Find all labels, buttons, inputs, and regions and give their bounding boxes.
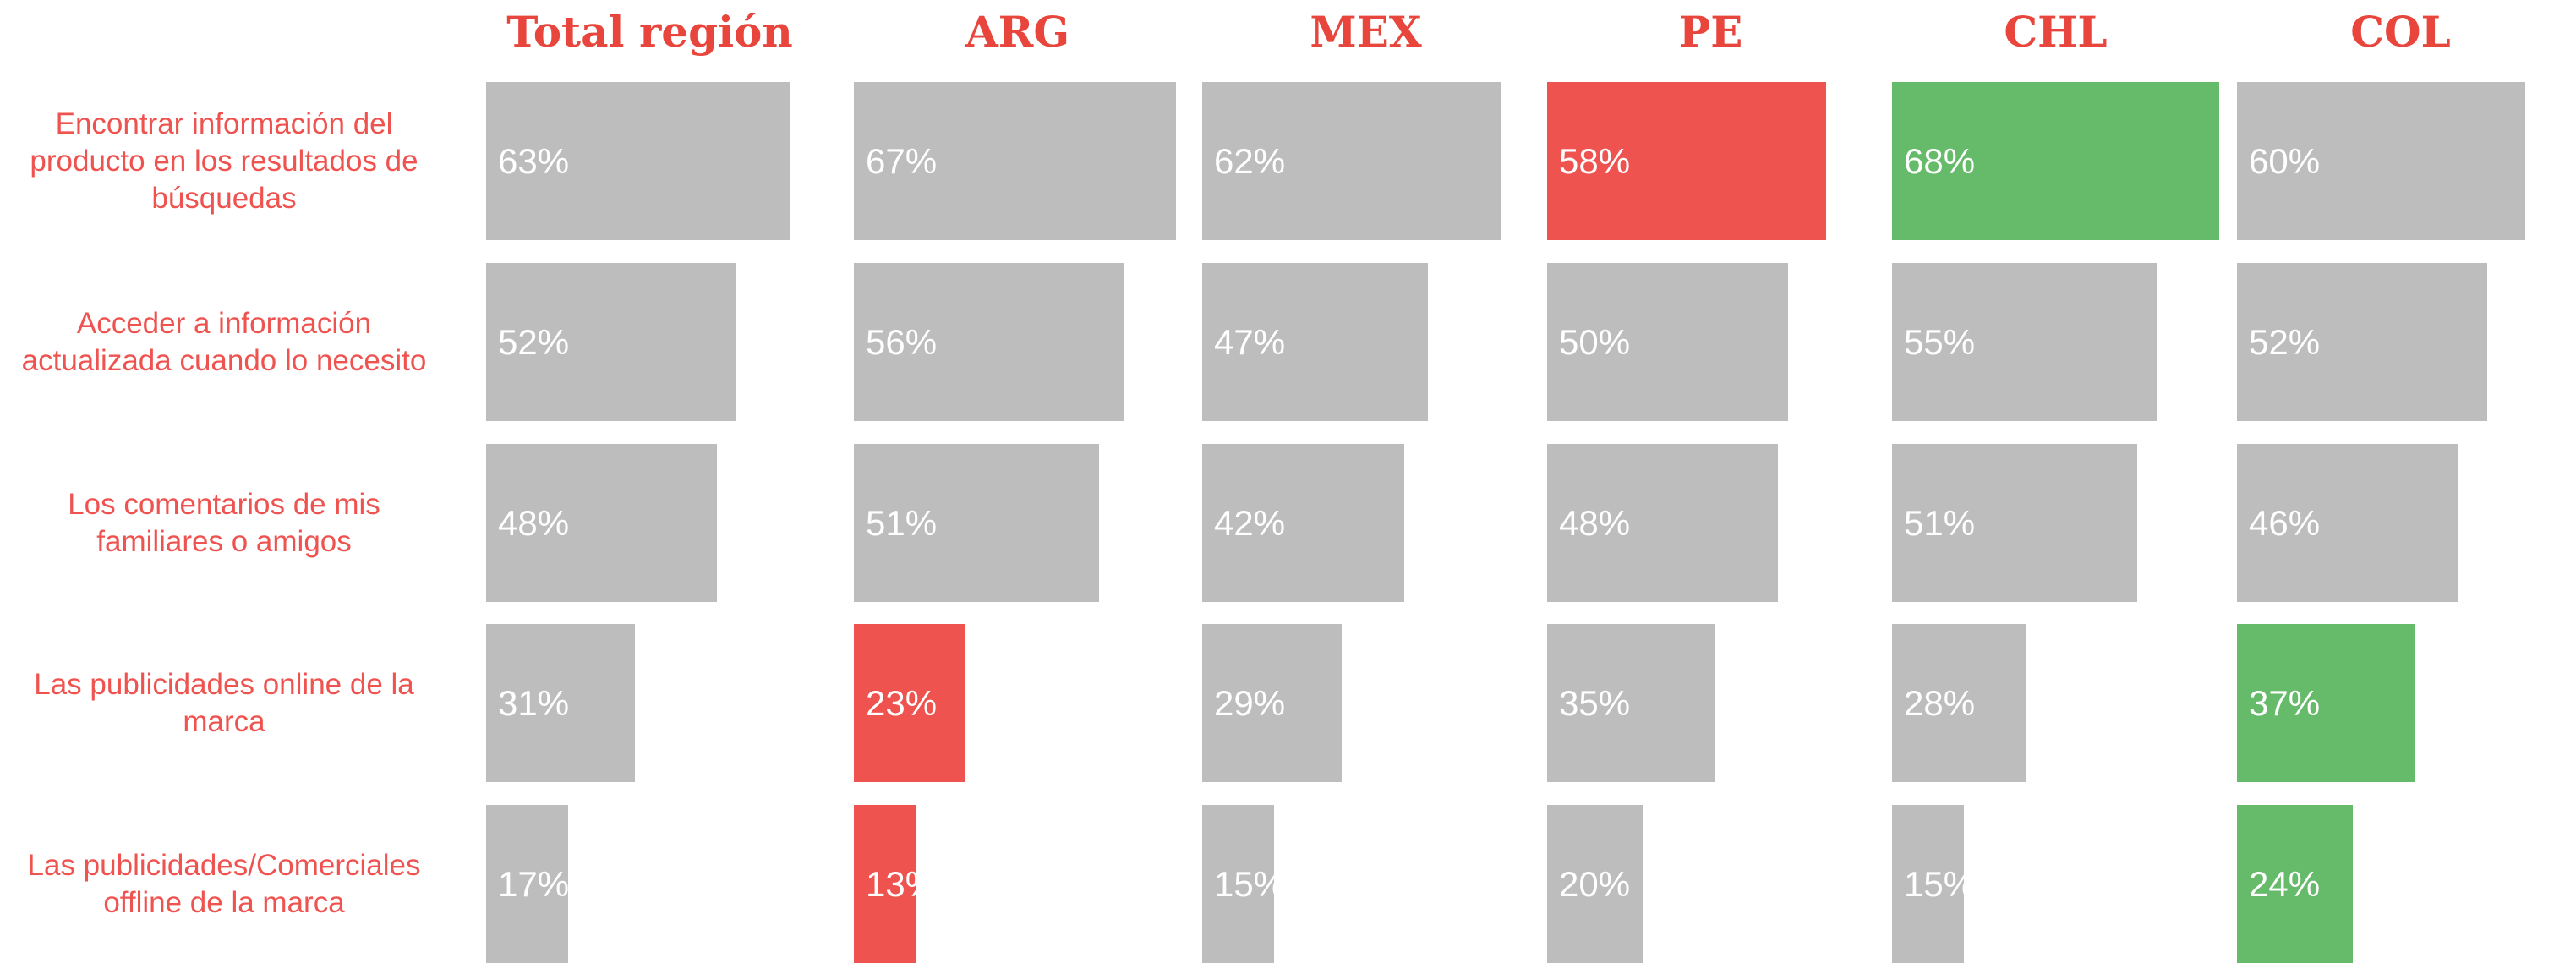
value-label: 48% bbox=[498, 502, 570, 543]
panel-title: COL bbox=[2350, 7, 2451, 57]
bar bbox=[1547, 82, 1827, 240]
value-label: 31% bbox=[498, 682, 570, 723]
panel-title: Total región bbox=[506, 7, 793, 57]
bar bbox=[486, 82, 790, 240]
bar bbox=[854, 624, 965, 782]
row-label: Acceder a información actualizada cuando… bbox=[21, 306, 427, 377]
value-label: 37% bbox=[2249, 682, 2321, 723]
value-label: 52% bbox=[2249, 321, 2321, 362]
bar bbox=[854, 805, 916, 963]
panel-title: PE bbox=[1678, 7, 1743, 57]
row-label: Encontrar información del producto en lo… bbox=[30, 107, 418, 215]
panel-title: ARG bbox=[965, 7, 1070, 57]
value-label: 48% bbox=[1559, 502, 1631, 543]
value-label: 46% bbox=[2249, 502, 2321, 543]
bar bbox=[486, 263, 736, 421]
bar bbox=[486, 444, 718, 602]
value-label: 68% bbox=[1904, 140, 1976, 181]
value-label: 15% bbox=[1214, 863, 1286, 904]
bar bbox=[854, 444, 1100, 602]
bar bbox=[1202, 624, 1343, 782]
value-label: 63% bbox=[498, 140, 570, 181]
value-label: 67% bbox=[866, 140, 938, 181]
value-label: 17% bbox=[498, 863, 570, 904]
bar bbox=[2237, 263, 2487, 421]
bar bbox=[1892, 444, 2138, 602]
bar bbox=[1892, 82, 2219, 240]
value-label: 58% bbox=[1559, 140, 1631, 181]
value-label: 13% bbox=[866, 863, 938, 904]
bar bbox=[854, 263, 1124, 421]
value-label: 15% bbox=[1904, 863, 1976, 904]
bar bbox=[1547, 805, 1643, 963]
value-label: 52% bbox=[498, 321, 570, 362]
value-label: 28% bbox=[1904, 682, 1976, 723]
bar bbox=[2237, 805, 2353, 963]
bar bbox=[1892, 624, 2027, 782]
bar bbox=[1892, 805, 1965, 963]
value-label: 56% bbox=[866, 321, 938, 362]
bar bbox=[1202, 805, 1275, 963]
row-label: Las publicidades/Comerciales offline de … bbox=[27, 848, 421, 919]
bar bbox=[854, 82, 1177, 240]
value-label: 35% bbox=[1559, 682, 1631, 723]
bar bbox=[2237, 82, 2526, 240]
bar bbox=[1547, 263, 1788, 421]
bar bbox=[2237, 624, 2415, 782]
value-label: 55% bbox=[1904, 321, 1976, 362]
value-label: 29% bbox=[1214, 682, 1286, 723]
panel-title: MEX bbox=[1310, 7, 1422, 57]
value-label: 50% bbox=[1559, 321, 1631, 362]
bar bbox=[1547, 624, 1716, 782]
value-label: 51% bbox=[1904, 502, 1976, 543]
panel-title: CHL bbox=[2004, 7, 2108, 57]
bar bbox=[2237, 444, 2458, 602]
value-label: 24% bbox=[2249, 863, 2321, 904]
bar bbox=[1202, 444, 1405, 602]
bar bbox=[1892, 263, 2157, 421]
value-label: 23% bbox=[866, 682, 938, 723]
bar bbox=[486, 624, 636, 782]
value-label: 51% bbox=[866, 502, 938, 543]
bar bbox=[1202, 263, 1429, 421]
bar bbox=[486, 805, 568, 963]
bar bbox=[1547, 444, 1779, 602]
value-label: 62% bbox=[1214, 140, 1286, 181]
value-label: 60% bbox=[2249, 140, 2321, 181]
value-label: 42% bbox=[1214, 502, 1286, 543]
value-label: 20% bbox=[1559, 863, 1631, 904]
row-label: Los comentarios de mis familiares o amig… bbox=[68, 487, 380, 558]
row-label: Las publicidades online de la marca bbox=[34, 667, 414, 738]
value-label: 47% bbox=[1214, 321, 1286, 362]
bar bbox=[1202, 82, 1501, 240]
